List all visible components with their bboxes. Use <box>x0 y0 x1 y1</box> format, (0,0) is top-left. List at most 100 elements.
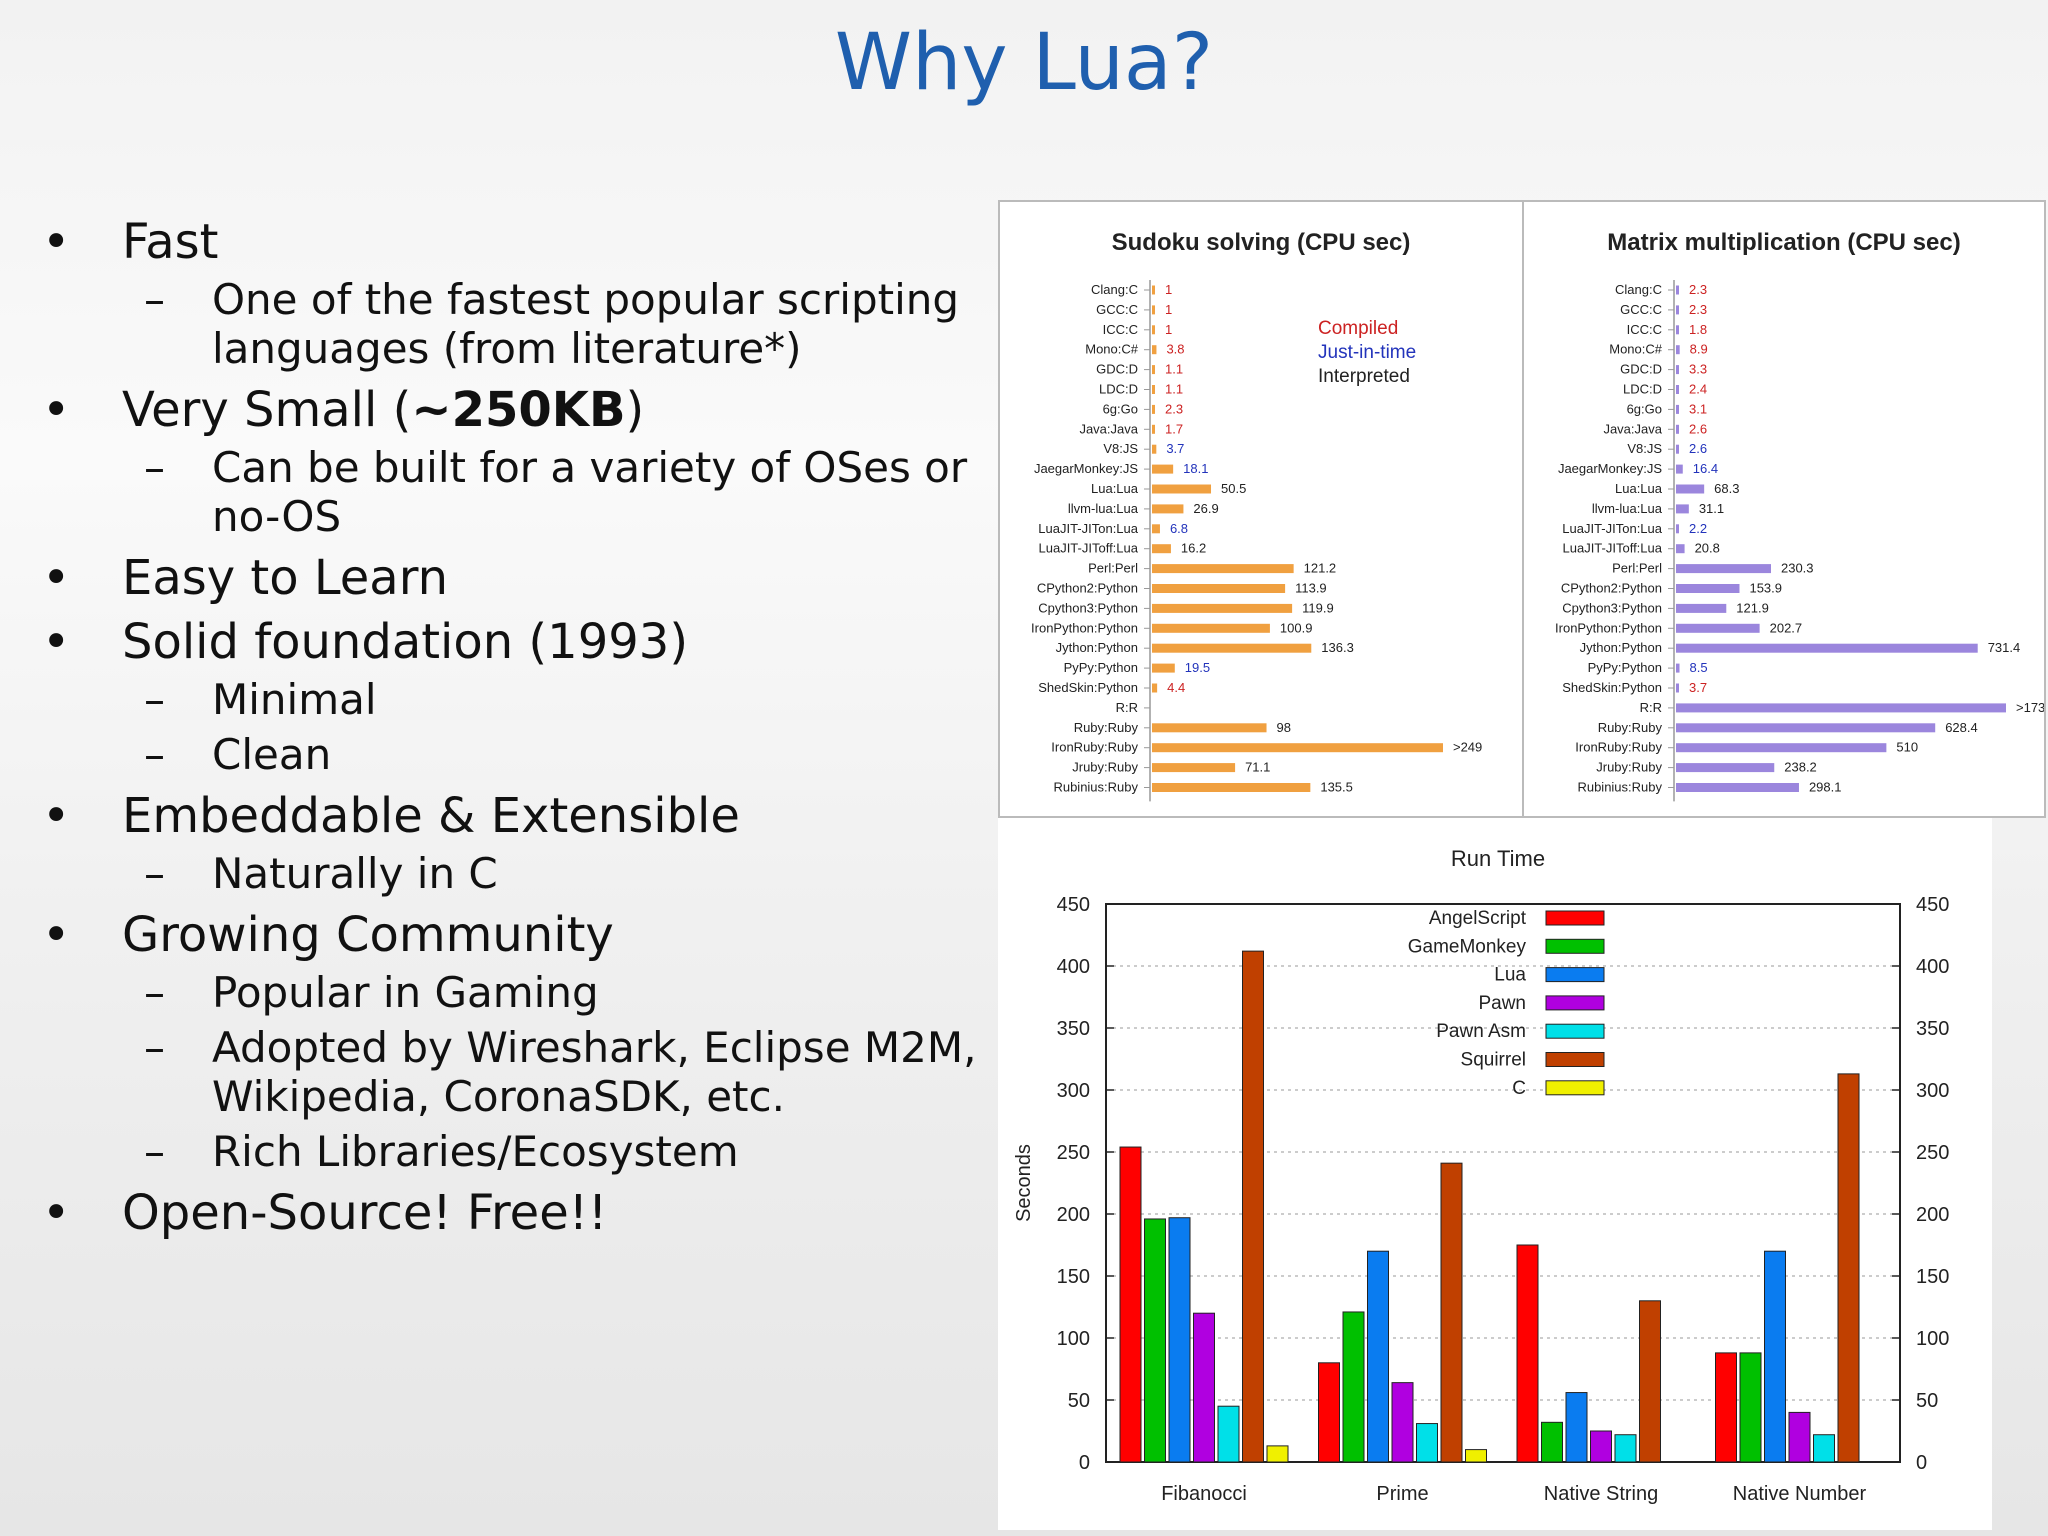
matrix-value-label-cpython2-python: 153.9 <box>1749 581 1782 596</box>
sudoku-value-label-ironpython-python: 100.9 <box>1280 620 1313 635</box>
matrix-category-luajit-jiton-lua: LuaJIT-JITon:Lua <box>1562 521 1662 536</box>
sudoku-chart-panel: Sudoku solving (CPU sec) Clang:C 1 GCC:C 1 IC… <box>998 200 1524 818</box>
sudoku-value-label-gdc-d: 1.1 <box>1165 362 1183 377</box>
matrix-category-rubinius-ruby: Rubinius:Ruby <box>1577 780 1662 795</box>
sudoku-value-label-rubinius-ruby: 135.5 <box>1320 780 1353 795</box>
matrix-category-6g-go: 6g:Go <box>1627 401 1662 416</box>
runtime-category-fibanocci: Fibanocci <box>1161 1483 1247 1505</box>
runtime-ytick-right-100: 100 <box>1916 1328 1949 1350</box>
sudoku-bar-gdc-d <box>1152 365 1155 375</box>
matrix-category-ruby-ruby: Ruby:Ruby <box>1598 720 1663 735</box>
sudoku-bar-jaegarmonkey-js <box>1152 464 1174 474</box>
sudoku-bar-mono-c <box>1152 345 1157 355</box>
matrix-value-label-perl-perl: 230.3 <box>1781 561 1814 576</box>
matrix-category-ironruby-ruby: IronRuby:Ruby <box>1575 740 1662 755</box>
sudoku-value-label-jruby-ruby: 71.1 <box>1245 760 1270 775</box>
runtime-bar-pawn-asm-prime <box>1416 1423 1438 1463</box>
runtime-bar-angelscript-fibanocci <box>1119 1146 1142 1463</box>
sudoku-bar-ironpython-python <box>1152 623 1270 633</box>
runtime-bar-lua-prime <box>1367 1250 1389 1463</box>
matrix-value-label-shedskin-python: 3.7 <box>1689 680 1707 695</box>
matrix-bar-luajit-jiton-lua <box>1676 524 1679 534</box>
sudoku-bar-ldc-d <box>1152 385 1155 394</box>
sudoku-bar-jython-python <box>1152 643 1312 653</box>
runtime-ytick-right-200: 200 <box>1916 1204 1949 1226</box>
sudoku-category-gcc-c: GCC:C <box>1096 302 1138 317</box>
matrix-value-label-luajit-jitoff-lua: 20.8 <box>1695 541 1720 556</box>
matrix-category-java-java: Java:Java <box>1603 421 1662 436</box>
sudoku-value-label-luajit-jitoff-lua: 16.2 <box>1181 541 1206 556</box>
matrix-bar-jaegarmonkey-js <box>1676 464 1683 474</box>
matrix-bar-ironpython-python <box>1676 623 1760 633</box>
runtime-chart-panel: Run Time 0 0 50 50 100 100 150 150 200 200 250 250 30… <box>998 818 1992 1530</box>
runtime-legend-label-angelscript: AngelScript <box>1429 908 1527 929</box>
sudoku-bar-pypy-python <box>1152 663 1175 673</box>
sudoku-value-label-luajit-jiton-lua: 6.8 <box>1170 521 1188 536</box>
bullet-embeddable: Embeddable & Extensible <box>40 789 980 843</box>
sudoku-bar-luajit-jiton-lua <box>1152 524 1160 534</box>
matrix-bar-clang-c <box>1676 285 1679 295</box>
sudoku-category-ironpython-python: IronPython:Python <box>1031 620 1138 635</box>
matrix-category-gcc-c: GCC:C <box>1620 302 1662 317</box>
sudoku-category-jython-python: Jython:Python <box>1056 640 1138 655</box>
runtime-bar-c-prime <box>1465 1449 1487 1463</box>
matrix-value-label-6g-go: 3.1 <box>1689 401 1707 416</box>
matrix-bar-rubinius-ruby <box>1676 783 1799 792</box>
runtime-bar-lua-native-string <box>1565 1392 1588 1463</box>
runtime-legend-label-squirrel: Squirrel <box>1461 1050 1526 1071</box>
matrix-bar-ldc-d <box>1676 385 1679 394</box>
runtime-title: Run Time <box>1451 846 1545 871</box>
sudoku-category-cpython3-python: Cpython3:Python <box>1038 600 1138 615</box>
matrix-bar-mono-c <box>1676 345 1680 355</box>
sudoku-bar-jruby-ruby <box>1152 763 1236 773</box>
matrix-bar-cpython3-python <box>1676 603 1727 613</box>
matrix-value-label-gcc-c: 2.3 <box>1689 302 1707 317</box>
sudoku-category-java-java: Java:Java <box>1079 421 1138 436</box>
matrix-chart: Matrix multiplication (CPU sec) Clang:C 2.… <box>1555 229 2048 802</box>
sudoku-title: Sudoku solving (CPU sec) <box>1112 229 1411 256</box>
matrix-value-label-ironpython-python: 202.7 <box>1770 620 1803 635</box>
matrix-category-jruby-ruby: Jruby:Ruby <box>1596 760 1662 775</box>
sudoku-legend-just-in-time: Just-in-time <box>1318 342 1416 363</box>
sudoku-category-lua-lua: Lua:Lua <box>1091 481 1139 496</box>
bullet-community: Growing Community <box>40 908 980 962</box>
sudoku-bar-cpython3-python <box>1152 603 1293 613</box>
sub-bullet-libraries: Rich Libraries/Ecosystem <box>40 1127 980 1176</box>
sudoku-category-gdc-d: GDC:D <box>1096 362 1138 377</box>
matrix-value-label-pypy-python: 8.5 <box>1690 660 1708 675</box>
runtime-bar-angelscript-native-string <box>1516 1244 1539 1463</box>
runtime-bar-pawn-asm-fibanocci <box>1217 1405 1240 1463</box>
sudoku-value-label-cpython3-python: 119.9 <box>1302 600 1334 615</box>
sudoku-bar-cpython2-python <box>1152 584 1286 593</box>
sudoku-bar-clang-c <box>1152 285 1155 295</box>
matrix-value-label-jython-python: 731.4 <box>1988 640 2021 655</box>
sudoku-category-luajit-jitoff-lua: LuaJIT-JIToff:Lua <box>1039 541 1139 556</box>
sudoku-bar-llvm-lua-lua <box>1152 504 1184 514</box>
runtime-legend-label-c: C <box>1512 1078 1526 1099</box>
runtime-ytick-left-50: 50 <box>1068 1390 1090 1412</box>
runtime-ytick-right-300: 300 <box>1916 1080 1949 1102</box>
runtime-bar-angelscript-prime <box>1318 1362 1340 1463</box>
runtime-bar-squirrel-fibanocci <box>1242 950 1264 1463</box>
runtime-bar-lua-native-number <box>1764 1250 1786 1463</box>
runtime-legend-swatch-lua <box>1545 967 1605 983</box>
sudoku-value-label-ldc-d: 1.1 <box>1165 382 1183 397</box>
matrix-value-label-ironruby-ruby: 510 <box>1896 740 1918 755</box>
runtime-ytick-left-250: 250 <box>1057 1142 1090 1164</box>
matrix-value-label-luajit-jiton-lua: 2.2 <box>1689 521 1707 536</box>
sudoku-value-label-icc-c: 1 <box>1165 322 1172 337</box>
matrix-bar-luajit-jitoff-lua <box>1676 544 1685 554</box>
matrix-value-label-icc-c: 1.8 <box>1689 322 1707 337</box>
runtime-bar-pawn-native-string <box>1590 1430 1612 1463</box>
sudoku-category-r-r: R:R <box>1116 700 1138 715</box>
sudoku-category-perl-perl: Perl:Perl <box>1088 561 1138 576</box>
sudoku-chart: Sudoku solving (CPU sec) Clang:C 1 GCC:C 1 IC… <box>1031 229 1482 802</box>
runtime-legend-label-gamemonkey: GameMonkey <box>1408 936 1527 957</box>
runtime-ytick-right-0: 0 <box>1916 1452 1927 1474</box>
sub-bullet-fastest: One of the fastest popular scripting lan… <box>40 275 980 373</box>
bullet-list: Fast One of the fastest popular scriptin… <box>40 205 980 1240</box>
sudoku-category-llvm-lua-lua: llvm-lua:Lua <box>1068 501 1139 516</box>
sudoku-bar-6g-go <box>1152 404 1155 414</box>
runtime-ylabel: Seconds <box>1013 1144 1035 1222</box>
sub-bullet-oses: Can be built for a variety of OSes or no… <box>40 443 980 541</box>
